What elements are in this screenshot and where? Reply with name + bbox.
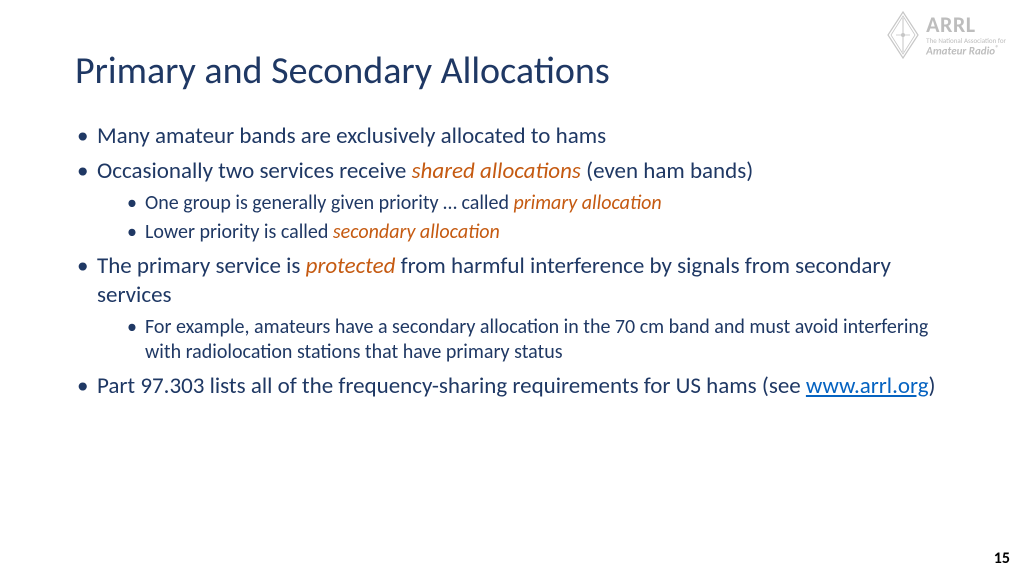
bullet-text: One group is generally given priority … …: [145, 191, 514, 215]
bullet-text: For example, amateurs have a secondary a…: [145, 315, 928, 365]
bullet-text: The primary service is: [97, 252, 306, 280]
highlight-text: secondary allocation: [333, 220, 500, 244]
logo-text: ARRL The National Association for Amateu…: [926, 14, 1006, 57]
highlight-text: primary allocation: [514, 191, 662, 215]
bullet-text: Many amateur bands are exclusively alloc…: [97, 122, 606, 150]
logo-main-text: ARRL: [926, 14, 1006, 36]
logo-diamond-icon: [886, 10, 920, 60]
slide-content: Many amateur bands are exclusively alloc…: [75, 122, 949, 402]
page-number: 15: [994, 549, 1010, 568]
slide: ARRL The National Association for Amateu…: [0, 0, 1024, 576]
bullet-text: Lower priority is called: [145, 220, 333, 244]
bullet-text: Occasionally two services receive: [97, 157, 412, 185]
bullet-3: The primary service is protected from ha…: [75, 252, 949, 366]
bullet-1: Many amateur bands are exclusively alloc…: [75, 122, 949, 151]
bullet-text: ): [929, 372, 936, 400]
arrl-logo: ARRL The National Association for Amateu…: [886, 10, 1006, 60]
sub-bullet-2-2: Lower priority is called secondary alloc…: [125, 220, 949, 246]
arrl-link[interactable]: www.arrl.org: [806, 372, 929, 400]
sub-bullet-3-1: For example, amateurs have a secondary a…: [125, 315, 949, 366]
bullet-2: Occasionally two services receive shared…: [75, 157, 949, 246]
bullet-text: (even ham bands): [581, 157, 753, 185]
bullet-text: Part 97.303 lists all of the frequency-s…: [97, 372, 806, 400]
bullet-4: Part 97.303 lists all of the frequency-s…: [75, 372, 949, 401]
slide-title: Primary and Secondary Allocations: [75, 50, 949, 94]
highlight-text: protected: [306, 252, 396, 280]
logo-sub2-text: Amateur Radio®: [926, 44, 1006, 57]
highlight-text: shared allocations: [412, 157, 581, 185]
sub-bullet-2-1: One group is generally given priority … …: [125, 191, 949, 217]
